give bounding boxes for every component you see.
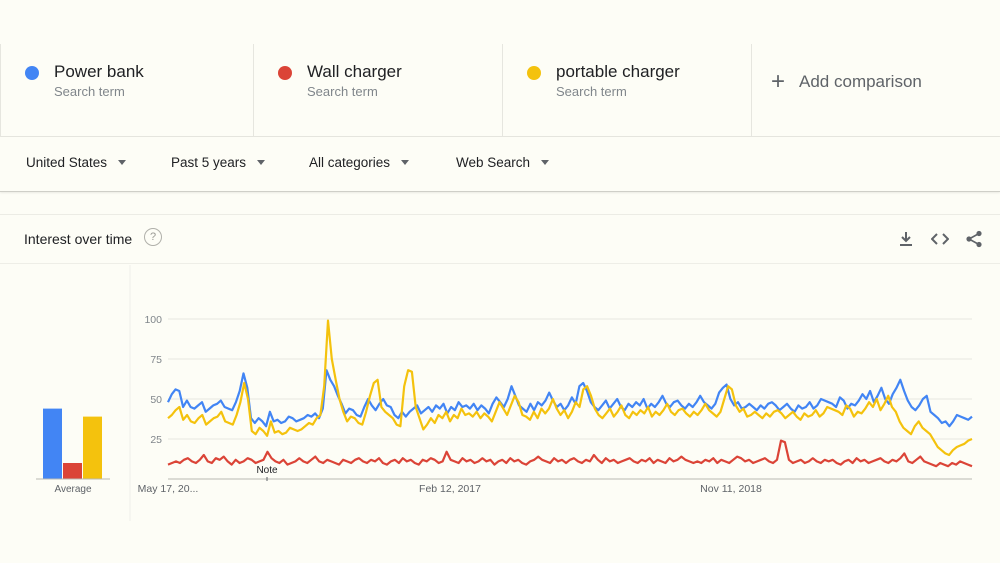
category-value: All categories	[309, 155, 391, 170]
search-term-name: portable charger	[556, 62, 680, 81]
interest-chart: 100 75 50 25 May 17, 20... Feb 12, 2017 Nov 11…	[36, 265, 973, 521]
series-color-dot	[278, 66, 292, 80]
search-term-type: Search term	[307, 84, 378, 99]
series-line-1	[167, 369, 973, 428]
search-type-dropdown[interactable]: Web Search	[456, 155, 550, 170]
search-term-power-bank[interactable]: Power bank Search term	[0, 44, 254, 136]
card-divider	[0, 263, 1000, 264]
y-tick-label: 50	[150, 394, 162, 406]
download-icon[interactable]	[896, 229, 916, 249]
series-color-dot	[527, 66, 541, 80]
dropdown-caret-icon	[401, 160, 410, 165]
time-range-dropdown[interactable]: Past 5 years	[171, 155, 266, 170]
series-color-dot	[25, 66, 39, 80]
region-value: United States	[26, 155, 108, 170]
share-icon[interactable]	[964, 229, 984, 249]
card-actions	[896, 229, 984, 249]
note-label: Note	[256, 465, 278, 476]
average-label: Average	[54, 484, 92, 495]
interest-over-time-card: Interest over time ? 100 75 50 25 May 17, 20…	[0, 214, 1000, 525]
search-term-name: Wall charger	[307, 62, 402, 81]
card-title: Interest over time	[24, 231, 133, 247]
add-comparison-label: Add comparison	[799, 72, 922, 91]
average-bar	[83, 416, 102, 479]
series-line-3	[167, 319, 973, 457]
y-tick-label: 25	[150, 434, 162, 446]
dropdown-caret-icon	[257, 160, 266, 165]
x-tick-label: Nov 11, 2018	[700, 483, 762, 495]
search-term-type: Search term	[556, 84, 627, 99]
add-comparison-button[interactable]: + Add comparison	[771, 68, 922, 95]
category-dropdown[interactable]: All categories	[309, 155, 410, 170]
search-term-portable-charger[interactable]: portable charger Search term	[503, 44, 752, 136]
search-term-type: Search term	[54, 84, 125, 99]
y-tick-label: 100	[144, 314, 162, 326]
embed-code-icon[interactable]	[930, 229, 950, 249]
average-bar	[43, 408, 62, 479]
search-type-value: Web Search	[456, 155, 531, 170]
average-bar	[63, 463, 82, 479]
series-line-2	[167, 439, 973, 468]
y-tick-label: 75	[150, 354, 162, 366]
search-term-wall-charger[interactable]: Wall charger Search term	[254, 44, 503, 136]
dropdown-caret-icon	[541, 160, 550, 165]
filters-bar: United States Past 5 years All categorie…	[0, 137, 1000, 192]
x-tick-label: Feb 12, 2017	[419, 483, 481, 495]
x-tick-label: May 17, 20...	[138, 483, 199, 495]
dropdown-caret-icon	[118, 160, 127, 165]
help-icon[interactable]: ?	[144, 228, 162, 246]
search-terms-bar: Power bank Search term Wall charger Sear…	[0, 44, 1000, 137]
time-range-value: Past 5 years	[171, 155, 247, 170]
search-term-name: Power bank	[54, 62, 144, 81]
region-dropdown[interactable]: United States	[26, 155, 127, 170]
plus-icon: +	[771, 68, 786, 95]
